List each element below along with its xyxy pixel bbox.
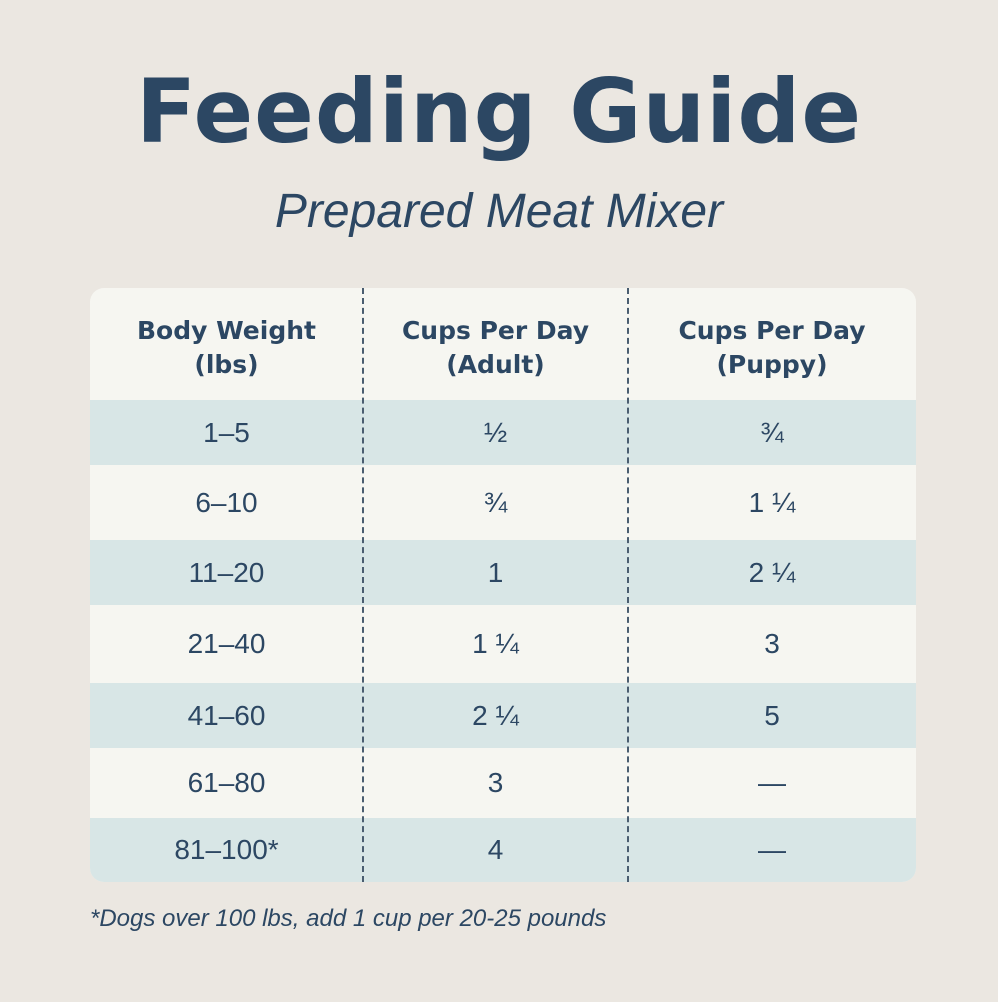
table-header-row: Body Weight (lbs) Cups Per Day (Adult) Cup… (90, 288, 916, 400)
body-weight-cell: 81–100* (174, 834, 279, 865)
puppy-cups-cell: — (758, 767, 786, 798)
body-weight-cell: 41–60 (187, 699, 266, 731)
puppy-cups-cell: — (758, 834, 786, 865)
header-cups-adult: Cups Per Day (Adult) (401, 316, 590, 379)
puppy-cups-cell: 2 ¼ (748, 556, 796, 588)
adult-cups-cell: 2 ¼ (472, 699, 519, 731)
puppy-cups-cell: 3 (764, 628, 780, 659)
puppy-cups-cell: 5 (764, 699, 780, 731)
puppy-cups-cell: ¾ (760, 416, 784, 448)
table-row: 61–80 3 — (90, 748, 916, 818)
table-row: 1–5 ½ ¾ (90, 400, 916, 465)
adult-cups-cell: 4 (487, 834, 504, 865)
body-weight-cell: 21–40 (187, 628, 266, 659)
body-weight-cell: 6–10 (195, 486, 258, 518)
table-row: 21–40 1 ¼ 3 (90, 605, 916, 683)
table-row: 6–10 ¾ 1 ¼ (90, 465, 916, 540)
adult-cups-cell: 1 ¼ (472, 628, 519, 659)
adult-cups-cell: 3 (487, 767, 504, 798)
adult-cups-cell: 1 (487, 556, 504, 588)
table-row: 11–20 1 2 ¼ (90, 540, 916, 605)
body-weight-cell: 11–20 (188, 556, 265, 588)
column-divider (362, 288, 364, 882)
body-weight-cell: 61–80 (187, 767, 266, 798)
feeding-table: Body Weight (lbs) Cups Per Day (Adult) Cup… (90, 288, 916, 882)
adult-cups-cell: ½ (483, 416, 508, 448)
header-cups-puppy: Cups Per Day (Puppy) (678, 316, 866, 379)
page-title: Feeding Guide (135, 60, 863, 163)
table-row: 81–100* 4 — (90, 818, 916, 882)
header-body-weight: Body Weight (lbs) (137, 316, 316, 379)
footnote: *Dogs over 100 lbs, add 1 cup per 20-25 … (90, 905, 607, 932)
puppy-cups-cell: 1 ¼ (748, 486, 796, 518)
table-row: 41–60 2 ¼ 5 (90, 683, 916, 748)
body-weight-cell: 1–5 (203, 416, 250, 448)
adult-cups-cell: ¾ (483, 486, 508, 518)
page-subtitle: Prepared Meat Mixer (274, 185, 724, 238)
column-divider (627, 288, 629, 882)
